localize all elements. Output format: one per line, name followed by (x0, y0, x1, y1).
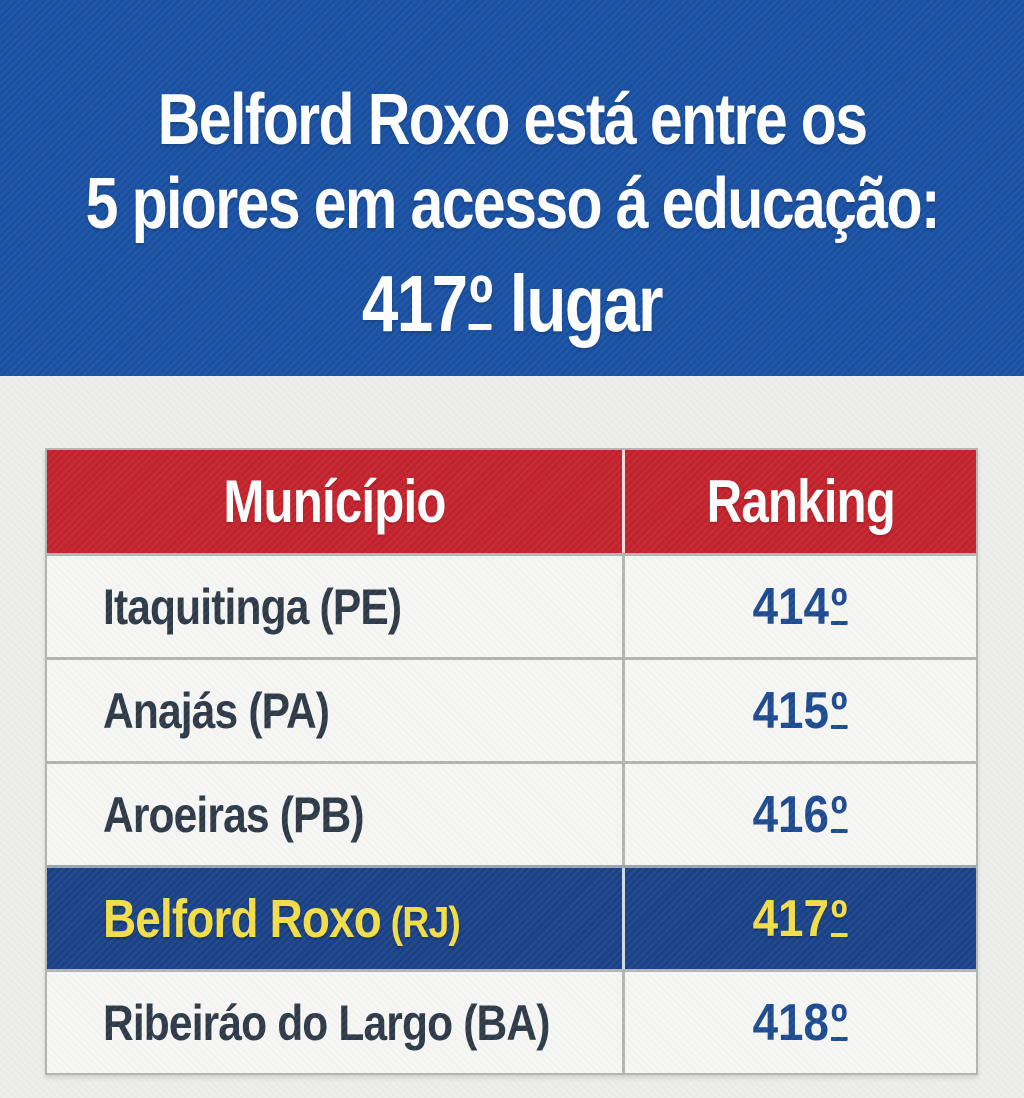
table-header-row: Munícípio Ranking (47, 450, 976, 553)
ranking-cell: 414 º (622, 556, 976, 657)
ordinal-indicator: º (830, 889, 848, 948)
municipality-state: (PB) (279, 786, 365, 843)
table-row: Anajás (PA) 415 º (47, 657, 976, 761)
table-row-highlighted-belford-roxo: Belford Roxo (RJ) 417 º (47, 865, 976, 969)
ordinal-indicator: º (830, 681, 848, 740)
rank-number: 417 (752, 889, 829, 948)
rank-number: 414 (752, 577, 829, 636)
ordinal-indicator: º (830, 993, 848, 1052)
ranking-cell: 417 º (622, 868, 976, 969)
municipality-name: Ribeiráo do Largo (103, 994, 453, 1051)
ordinal-indicator: º (830, 785, 848, 844)
header-ranking-label: Ranking (706, 468, 895, 535)
municipality-state: (BA) (463, 994, 550, 1051)
municipality-cell: Ribeiráo do Largo (BA) (47, 972, 622, 1073)
ranking-cell: 418 º (622, 972, 976, 1073)
rank-number: 415 (752, 681, 829, 740)
municipality-cell: Itaquitinga (PE) (47, 556, 622, 657)
ranking-table: Munícípio Ranking Itaquitinga (PE) 414 º (45, 448, 978, 1075)
headline-rank-number: 417 (361, 259, 468, 348)
header-cell-ranking: Ranking (622, 450, 976, 553)
municipality-name: Belford Roxo (103, 888, 382, 949)
table-row: Aroeiras (PB) 416 º (47, 761, 976, 865)
headline-ordinal-indicator: º (467, 260, 495, 348)
headline-line-3: 417 º lugar (361, 259, 664, 348)
headline-line-1: Belford Roxo está entre os (157, 80, 868, 160)
municipality-state: (RJ) (390, 897, 461, 947)
headline-line-2: 5 piores em acesso á educação: (85, 164, 940, 244)
header-municipality-label: Munícípio (223, 468, 446, 535)
headline-banner: Belford Roxo está entre os 5 piores em a… (0, 0, 1024, 376)
municipality-cell: Anajás (PA) (47, 660, 622, 761)
ranking-cell: 415 º (622, 660, 976, 761)
rank-number: 418 (752, 993, 829, 1052)
municipality-state: (PA) (248, 682, 330, 739)
municipality-cell: Aroeiras (PB) (47, 764, 622, 865)
rank-number: 416 (752, 785, 829, 844)
table-row: Itaquitinga (PE) 414 º (47, 553, 976, 657)
table-row: Ribeiráo do Largo (BA) 418 º (47, 969, 976, 1073)
ordinal-indicator: º (830, 577, 848, 636)
municipality-name: Anajás (103, 682, 238, 739)
municipality-state: (PE) (319, 578, 402, 635)
municipality-cell: Belford Roxo (RJ) (47, 868, 622, 969)
header-cell-municipality: Munícípio (47, 450, 622, 553)
municipality-name: Aroeiras (103, 786, 270, 843)
municipality-name: Itaquitinga (103, 578, 309, 635)
headline-rank-suffix: lugar (509, 259, 664, 348)
ranking-cell: 416 º (622, 764, 976, 865)
